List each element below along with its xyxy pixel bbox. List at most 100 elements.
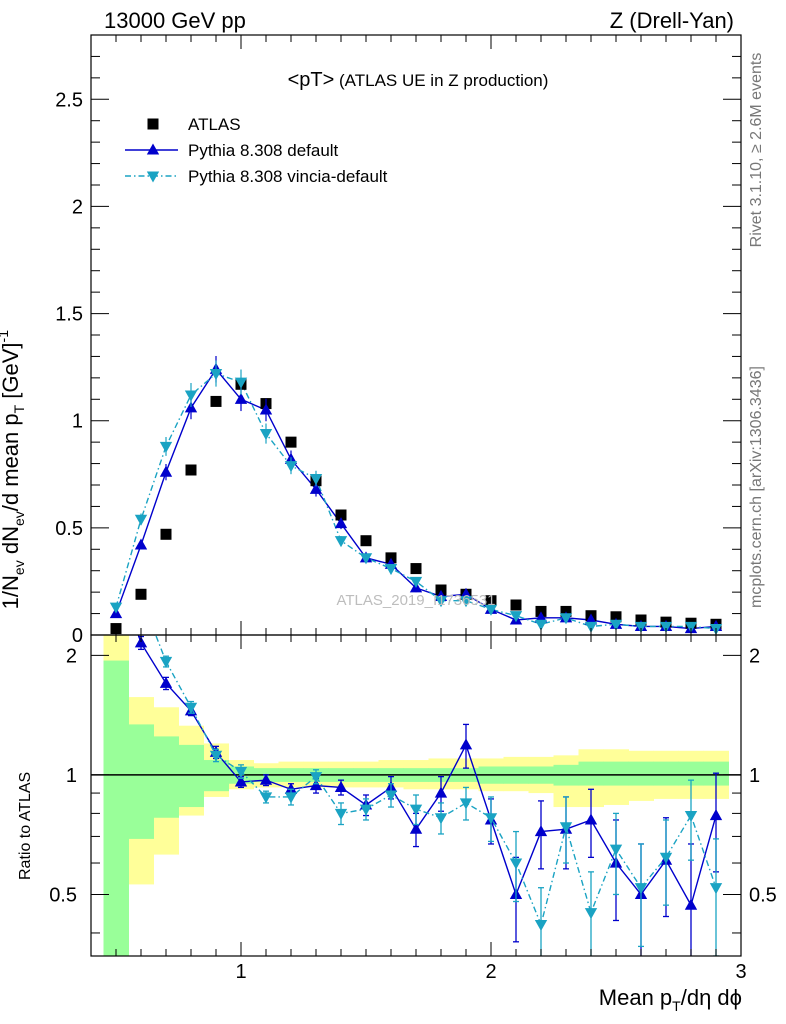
- ratio-point-0: [684, 898, 698, 910]
- x-tick-label: 3: [735, 961, 746, 983]
- main-point-2: [409, 576, 423, 588]
- band-stat: [178, 744, 204, 808]
- main-point-0: [485, 595, 497, 607]
- band-stat: [628, 761, 654, 786]
- legend-marker-0: [147, 118, 159, 130]
- y-tick-label-ratio-right: 1: [749, 765, 760, 787]
- ratio-point-1: [359, 804, 373, 816]
- band-stat: [603, 761, 629, 786]
- x-axis-label: Mean pT/dη dϕ: [599, 985, 742, 1014]
- ratio-point-0: [234, 775, 248, 787]
- ratio-point-1: [534, 919, 548, 932]
- y-axis-label-main: 1/Nev dNev/d mean pT [GeV]-1: [0, 330, 27, 610]
- main-point-0: [210, 395, 222, 407]
- band-stat: [678, 761, 704, 786]
- ratio-point-1: [184, 702, 198, 714]
- ratio-point-1: [309, 772, 323, 784]
- y-tick-label-main: 0.5: [55, 518, 83, 540]
- main-point-2: [284, 461, 298, 473]
- ratio-point-0: [309, 779, 323, 791]
- ratio-point-1: [110, 531, 122, 542]
- main-point-0: [610, 611, 622, 623]
- main-point-2: [109, 602, 123, 614]
- ratio-point-1: [709, 883, 723, 895]
- main-point-2: [209, 369, 223, 381]
- band-stat: [128, 724, 154, 839]
- ratio-point-1: [459, 798, 473, 810]
- main-point-2: [634, 621, 648, 633]
- ratio-point-1: [484, 813, 498, 825]
- chart-title: <pT> (ATLAS UE in Z production): [288, 69, 549, 91]
- ratio-point-1: [684, 811, 698, 823]
- y-tick-label-ratio: 1: [66, 765, 77, 787]
- main-point-2: [534, 619, 548, 631]
- y-tick-label-ratio: 2: [66, 645, 77, 667]
- ratio-point-1: [159, 656, 173, 668]
- ratio-point-1: [409, 804, 423, 816]
- ratio-point-1: [609, 844, 623, 856]
- main-point-1: [584, 613, 598, 625]
- main-point-2: [359, 553, 373, 565]
- x-tick-label: 1: [235, 961, 246, 983]
- main-point-2: [584, 621, 598, 633]
- ratio-point-1: [334, 808, 348, 820]
- main-point-2: [509, 611, 523, 623]
- ratio-point-0: [584, 813, 598, 825]
- ratio-point-0: [459, 738, 473, 750]
- ratio-point-0: [434, 786, 448, 798]
- main-point-1: [534, 611, 548, 623]
- main-point-1: [134, 538, 148, 550]
- y-axis-label-ratio: Ratio to ATLAS: [17, 772, 34, 880]
- ratio-point-1: [434, 813, 448, 825]
- main-point-0: [185, 464, 197, 476]
- main-point-2: [134, 514, 148, 526]
- ratio-point-1: [234, 766, 248, 778]
- main-point-2: [384, 564, 398, 576]
- main-point-2: [234, 377, 248, 389]
- main-point-2: [309, 474, 323, 486]
- main-point-1: [334, 517, 348, 529]
- main-point-1: [309, 482, 323, 494]
- main-point-0: [285, 436, 297, 448]
- main-point-2: [559, 613, 573, 625]
- ratio-point-0: [334, 780, 348, 792]
- main-point-1: [234, 392, 248, 404]
- main-point-0: [335, 509, 347, 521]
- ratio-point-1: [259, 792, 273, 804]
- ratio-point-0: [709, 809, 723, 821]
- main-point-1: [459, 587, 473, 599]
- ratio-point-1: [384, 790, 398, 802]
- y-tick-label-ratio: 0.5: [49, 884, 77, 906]
- legend-label-2: Pythia 8.308 vincia-default: [188, 167, 388, 186]
- band-stat: [578, 761, 604, 786]
- ratio-point-1: [559, 822, 573, 834]
- ratio-point-0: [110, 562, 122, 573]
- ratio-point-0: [259, 773, 273, 785]
- legend-marker-1: [146, 143, 160, 155]
- legend-label-1: Pythia 8.308 default: [188, 141, 339, 160]
- main-point-2: [184, 390, 198, 402]
- ratio-point-0: [409, 822, 423, 834]
- ratio-point-1: [509, 858, 523, 870]
- ratio-point-1: [634, 883, 648, 895]
- band-stat: [653, 761, 679, 786]
- y-tick-label-main: 1: [72, 411, 83, 433]
- main-point-1: [159, 465, 173, 477]
- main-point-2: [159, 441, 173, 453]
- main-point-1: [259, 403, 273, 415]
- main-point-0: [410, 563, 422, 575]
- y-tick-label-main: 2.5: [55, 89, 83, 111]
- main-point-0: [160, 528, 172, 540]
- main-point-2: [484, 604, 498, 616]
- y-tick-label-main: 1.5: [55, 304, 83, 326]
- x-tick-label: 2: [485, 961, 496, 983]
- ratio-point-1: [584, 908, 598, 920]
- band-stat: [153, 736, 179, 818]
- main-point-2: [609, 619, 623, 631]
- main-point-0: [510, 599, 522, 611]
- legend-marker-2: [146, 171, 160, 183]
- rivet-text: Rivet 3.1.10, ≥ 2.6M events: [748, 53, 765, 248]
- header-left: 13000 GeV pp: [104, 8, 246, 33]
- mcplots-text: mcplots.cern.ch [arXiv:1306.3436]: [748, 366, 765, 608]
- ratio-point-0: [284, 782, 298, 794]
